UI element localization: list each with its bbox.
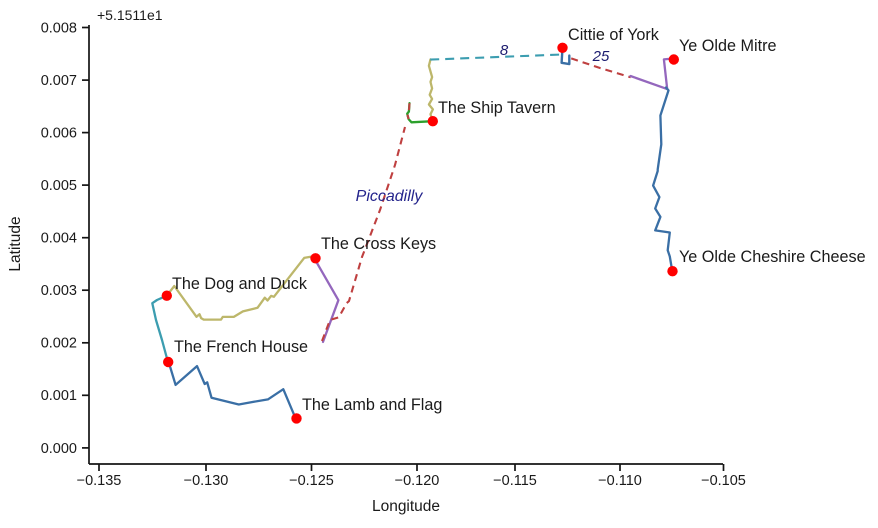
svg-text:0.004: 0.004	[41, 231, 77, 247]
svg-text:−0.115: −0.115	[493, 473, 537, 489]
svg-text:Ye Olde Mitre: Ye Olde Mitre	[679, 37, 776, 55]
svg-text:The Cross Keys: The Cross Keys	[321, 235, 436, 253]
svg-text:0.006: 0.006	[41, 126, 77, 142]
svg-text:Longitude: Longitude	[372, 498, 440, 515]
svg-text:0.007: 0.007	[41, 73, 77, 89]
svg-text:0.001: 0.001	[41, 388, 77, 404]
svg-text:0.005: 0.005	[41, 178, 77, 194]
svg-text:25: 25	[592, 48, 610, 65]
svg-text:The French House: The French House	[174, 338, 308, 356]
svg-text:The Dog and Duck: The Dog and Duck	[172, 275, 308, 293]
svg-text:8: 8	[500, 42, 509, 59]
svg-text:−0.125: −0.125	[289, 473, 334, 489]
svg-text:0.000: 0.000	[41, 441, 77, 457]
svg-text:−0.120: −0.120	[395, 473, 440, 489]
svg-text:The Lamb and Flag: The Lamb and Flag	[302, 396, 442, 414]
svg-text:+5.1511e1: +5.1511e1	[97, 7, 163, 23]
svg-text:The Ship Tavern: The Ship Tavern	[438, 99, 556, 117]
svg-text:Piccadilly: Piccadilly	[356, 188, 424, 205]
svg-text:Latitude: Latitude	[7, 216, 24, 271]
svg-text:0.003: 0.003	[41, 283, 77, 299]
svg-text:Cittie of York: Cittie of York	[568, 26, 660, 44]
svg-text:−0.110: −0.110	[598, 473, 642, 489]
svg-text:0.002: 0.002	[41, 336, 77, 352]
svg-text:−0.105: −0.105	[701, 473, 746, 489]
svg-text:0.008: 0.008	[41, 20, 77, 36]
svg-text:−0.135: −0.135	[77, 473, 122, 489]
svg-text:−0.130: −0.130	[184, 473, 229, 489]
svg-text:Ye Olde Cheshire Cheese: Ye Olde Cheshire Cheese	[679, 248, 866, 266]
